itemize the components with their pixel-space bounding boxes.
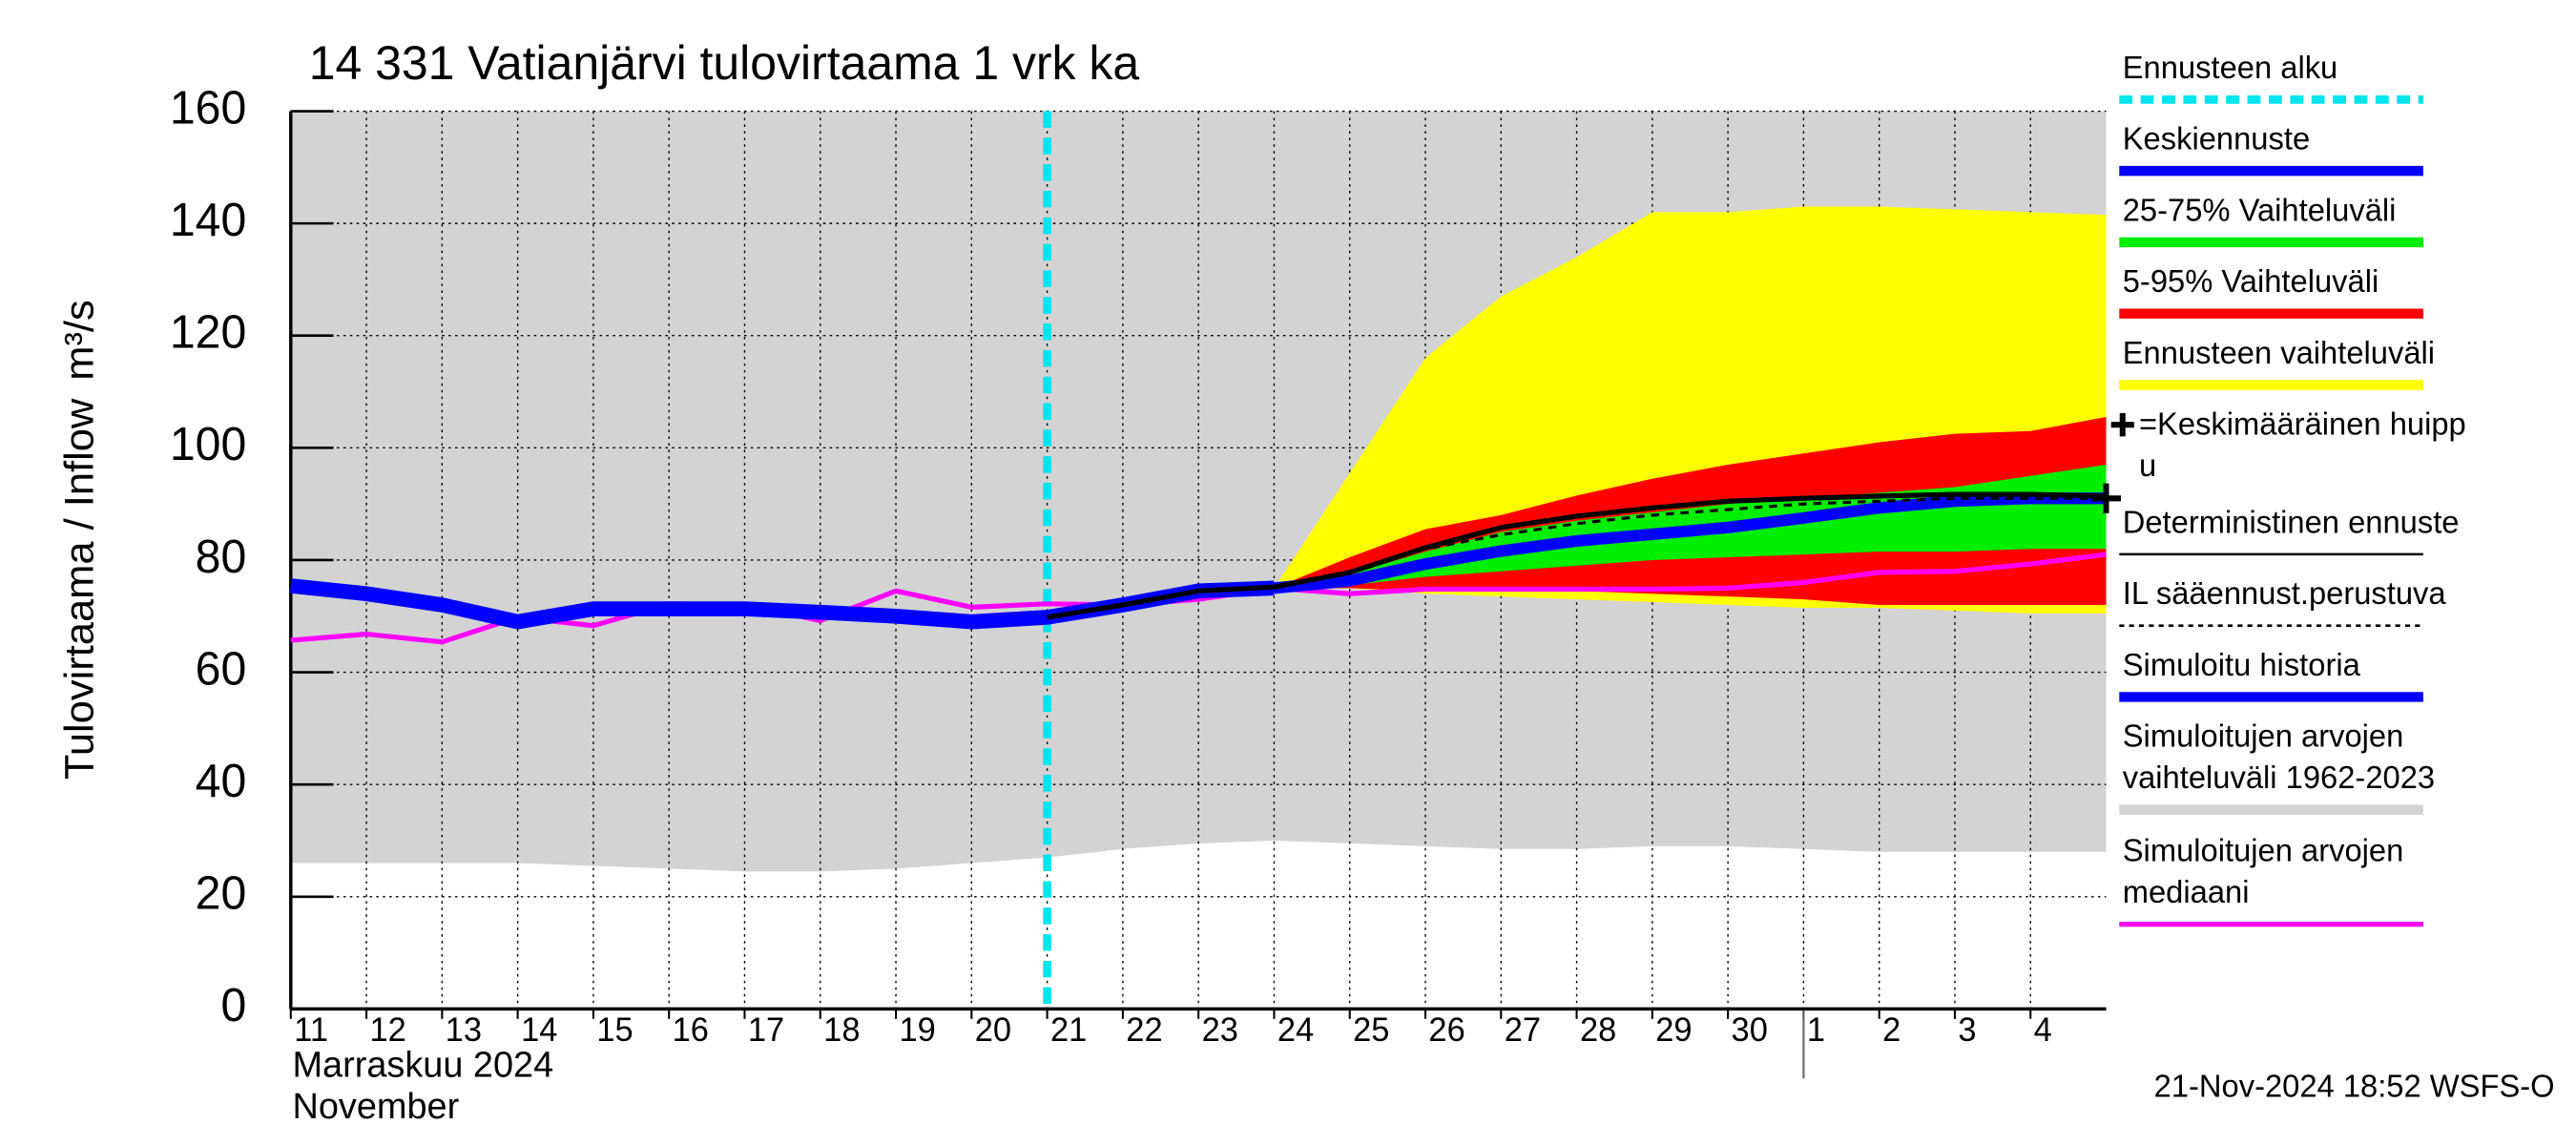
- chart-title: 14 331 Vatianjärvi tulovirtaama 1 vrk ka: [309, 36, 1139, 90]
- x-tick-label: 2: [1882, 1012, 1901, 1049]
- legend-label: Simuloitujen arvojen: [2123, 832, 2404, 867]
- y-tick-label: 80: [196, 531, 247, 583]
- legend-label: =Keskimääräinen huipp: [2139, 406, 2466, 442]
- y-tick-label: 60: [196, 643, 247, 695]
- x-tick-label: 18: [823, 1012, 860, 1049]
- x-tick-label: 21: [1050, 1012, 1087, 1049]
- y-tick-label: 40: [196, 756, 247, 807]
- legend-label: Ennusteen alku: [2123, 50, 2338, 85]
- legend-label: 25-75% Vaihteluväli: [2123, 192, 2397, 227]
- y-tick-label: 100: [170, 419, 246, 470]
- legend-label: Deterministinen ennuste: [2123, 504, 2460, 539]
- x-tick-label: 15: [596, 1012, 633, 1049]
- x-tick-label: 30: [1732, 1012, 1768, 1049]
- series-line: [1047, 491, 2107, 620]
- x-tick-label: 28: [1580, 1012, 1616, 1049]
- x-tick-label: 26: [1428, 1012, 1465, 1049]
- x-tick-label: 13: [446, 1012, 482, 1049]
- legend-label: vaihteluväli 1962-2023: [2123, 760, 2435, 795]
- y-axis-unit: m³/s: [57, 300, 103, 380]
- legend-label: mediaani: [2123, 874, 2250, 909]
- legend-label: Keskiennuste: [2123, 120, 2310, 156]
- y-tick-label: 0: [220, 980, 246, 1031]
- legend-label: 5-95% Vaihteluväli: [2123, 263, 2379, 299]
- month-label: November: [293, 1087, 460, 1127]
- series-line: [1274, 496, 2107, 590]
- y-tick-label: 140: [170, 195, 246, 246]
- legend-label: u: [2139, 448, 2156, 483]
- x-tick-label: 23: [1202, 1012, 1238, 1049]
- month-label: Marraskuu 2024: [293, 1045, 554, 1085]
- x-tick-label: 12: [370, 1012, 406, 1049]
- legend-label: Ennusteen vaihteluväli: [2123, 335, 2435, 370]
- y-tick-label: 120: [170, 306, 246, 358]
- legend-swatch: [2110, 413, 2134, 437]
- x-tick-label: 19: [899, 1012, 935, 1049]
- legend-label: IL sääennust.perustuva: [2123, 575, 2447, 611]
- y-axis-label: Tulovirtaama / Inflow: [57, 398, 103, 780]
- x-tick-label: 24: [1278, 1012, 1314, 1049]
- footer: 21-Nov-2024 18:52 WSFS-O: [2154, 1068, 2555, 1103]
- x-tick-label: 11: [294, 1012, 328, 1049]
- peak-marker: [2091, 483, 2122, 513]
- x-tick-label: 22: [1126, 1012, 1162, 1049]
- x-tick-label: 14: [521, 1012, 557, 1049]
- x-tick-label: 4: [2034, 1012, 2052, 1049]
- legend-label: Simuloitujen arvojen: [2123, 718, 2404, 753]
- x-tick-label: 1: [1807, 1012, 1825, 1049]
- y-tick-label: 20: [196, 867, 247, 919]
- x-tick-label: 16: [673, 1012, 709, 1049]
- x-tick-label: 29: [1655, 1012, 1692, 1049]
- x-tick-label: 20: [975, 1012, 1011, 1049]
- series-line: [290, 552, 2107, 645]
- x-tick-label: 17: [748, 1012, 784, 1049]
- x-tick-label: 3: [1958, 1012, 1976, 1049]
- legend-label: Simuloitu historia: [2123, 647, 2361, 682]
- x-tick-label: 27: [1505, 1012, 1541, 1049]
- x-tick-label: 25: [1353, 1012, 1389, 1049]
- series-line: [1273, 492, 2107, 594]
- y-tick-label: 160: [170, 82, 246, 134]
